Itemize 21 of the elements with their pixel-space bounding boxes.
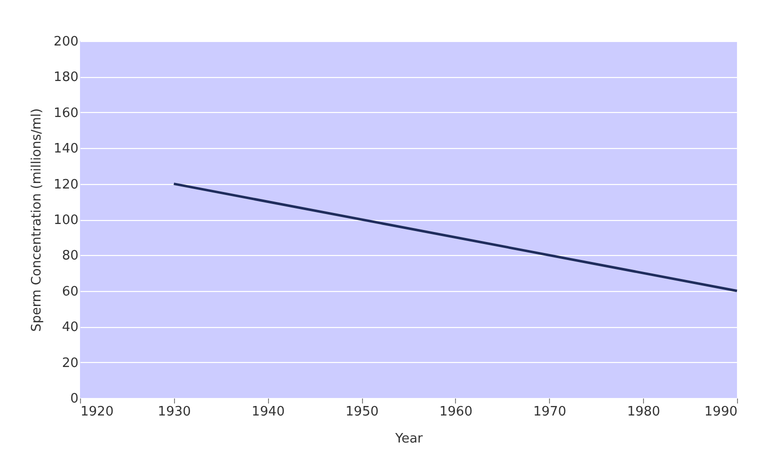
y-tick-label: 180 (54, 70, 78, 86)
y-tick-label: 20 (62, 356, 78, 371)
y-tick-label: 200 (54, 34, 78, 50)
x-tick-label: 1960 (439, 404, 472, 420)
x-axis-title: Year (394, 432, 424, 446)
x-tick-label: 1950 (346, 404, 379, 420)
x-tick-label: 1940 (252, 404, 285, 420)
x-tick-label: 1920 (80, 404, 114, 420)
y-tick-label: 60 (62, 284, 78, 300)
y-tick-label: 140 (54, 142, 78, 157)
y-axis-title: Sperm Concentration (millions/ml) (30, 108, 45, 332)
x-tick-label: 1930 (158, 404, 191, 420)
x-tick-label: 1990 (704, 404, 738, 420)
y-tick-label: 0 (70, 392, 78, 406)
y-tick-label: 100 (54, 213, 78, 228)
x-tick-label: 1970 (533, 404, 566, 420)
y-tick-label: 160 (54, 106, 78, 121)
y-tick-label: 120 (54, 177, 78, 192)
y-tick-label: 40 (62, 320, 78, 336)
x-tick-label: 1980 (627, 404, 660, 420)
y-tick-label: 80 (62, 248, 78, 264)
